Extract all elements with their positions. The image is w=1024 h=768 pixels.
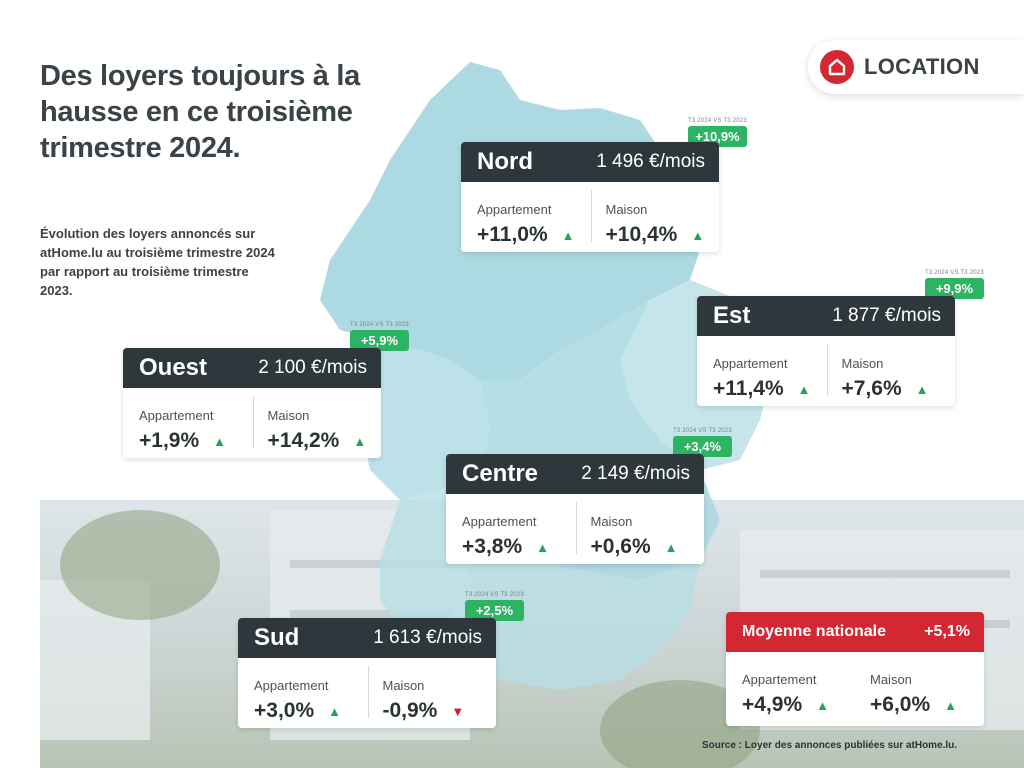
trend-up-icon: ▲ — [915, 381, 929, 397]
house-value: +6,0% — [870, 693, 931, 716]
yoy-centre: T3 2024 VS T3 2023 +3,4% — [673, 428, 732, 457]
page-title: Des loyers toujours à la hausse en ce tr… — [40, 60, 360, 164]
yoy-value: +5,9% — [350, 330, 409, 351]
house-label: Maison — [841, 356, 884, 371]
trend-up-icon: ▲ — [664, 539, 678, 555]
house-value: -0,9% — [382, 699, 438, 722]
yoy-value: +3,4% — [673, 436, 732, 457]
region-name: Ouest — [139, 354, 208, 381]
region-name: Est — [713, 302, 751, 329]
house-icon — [820, 50, 854, 84]
region-price: 2 100 €/mois — [258, 357, 367, 378]
trend-up-icon: ▲ — [353, 433, 367, 449]
house-label: Maison — [605, 202, 648, 217]
apartment-value: +11,4% — [713, 377, 784, 400]
card-ouest: Ouest 2 100 €/mois Appartement +1,9% ▲ Mais… — [123, 348, 381, 458]
house-value: +14,2% — [267, 429, 340, 452]
trend-up-icon: ▲ — [328, 703, 342, 719]
house-value: +0,6% — [590, 535, 651, 558]
region-name: Nord — [477, 148, 533, 175]
region-price: 2 149 €/mois — [581, 463, 690, 484]
house-label: Maison — [382, 678, 425, 693]
location-badge: LOCATION — [808, 40, 1024, 94]
apartment-value: +11,0% — [477, 223, 548, 246]
region-price: 1 496 €/mois — [596, 151, 705, 172]
yoy-nord: T3 2024 VS T3 2023 +10,9% — [688, 118, 747, 147]
card-nord: Nord 1 496 €/mois Appartement +11,0% ▲ Mais… — [461, 142, 719, 252]
trend-down-icon: ▼ — [451, 703, 465, 719]
apartment-value: +1,9% — [139, 429, 200, 452]
yoy-caption: T3 2024 VS T3 2023 — [688, 118, 747, 124]
apartment-label: Appartement — [713, 356, 788, 371]
apartment-label: Appartement — [139, 408, 214, 423]
trend-up-icon: ▲ — [213, 433, 227, 449]
yoy-value: +10,9% — [688, 126, 747, 147]
source-note: Source : Loyer des annonces publiées sur… — [702, 740, 958, 751]
region-price: 1 613 €/mois — [373, 627, 482, 648]
card-centre: Centre 2 149 €/mois Appartement +3,8% ▲ Mai… — [446, 454, 704, 564]
apartment-value: +3,0% — [254, 699, 315, 722]
apartment-value: +3,8% — [462, 535, 523, 558]
location-label: LOCATION — [864, 54, 980, 79]
trend-up-icon: ▲ — [944, 697, 958, 713]
yoy-caption: T3 2024 VS T3 2023 — [465, 592, 524, 598]
trend-up-icon: ▲ — [816, 697, 830, 713]
region-name: Sud — [254, 624, 300, 651]
apartment-label: Appartement — [477, 202, 552, 217]
house-label: Maison — [267, 408, 310, 423]
apartment-label: Appartement — [462, 514, 537, 529]
house-label: Maison — [590, 514, 633, 529]
national-title: Moyenne nationale — [742, 623, 887, 640]
page-subtitle: Évolution des loyers annoncés sur atHome… — [40, 226, 275, 298]
yoy-caption: T3 2024 VS T3 2023 — [673, 428, 732, 434]
trend-up-icon: ▲ — [536, 539, 550, 555]
apartment-label: Appartement — [254, 678, 329, 693]
card-sud: Sud 1 613 €/mois Appartement +3,0% ▲ Maison… — [238, 618, 496, 728]
house-value: +10,4% — [605, 223, 678, 246]
card-est: Est 1 877 €/mois Appartement +11,4% ▲ Maiso… — [697, 296, 955, 406]
card-national-average: Moyenne nationale +5,1% Appartement +4,9% ▲… — [726, 612, 984, 726]
national-value: +5,1% — [924, 623, 970, 640]
yoy-value: +9,9% — [925, 278, 984, 299]
region-price: 1 877 €/mois — [832, 305, 941, 326]
apartment-label: Appartement — [742, 672, 817, 687]
yoy-caption: T3 2024 VS T3 2023 — [350, 322, 409, 328]
yoy-caption: T3 2024 VS T3 2023 — [925, 270, 984, 276]
trend-up-icon: ▲ — [691, 227, 705, 243]
region-name: Centre — [462, 460, 539, 487]
yoy-ouest: T3 2024 VS T3 2023 +5,9% — [350, 322, 409, 351]
yoy-sud: T3 2024 VS T3 2023 +2,5% — [465, 592, 524, 621]
apartment-value: +4,9% — [742, 693, 803, 716]
yoy-value: +2,5% — [465, 600, 524, 621]
trend-up-icon: ▲ — [561, 227, 575, 243]
trend-up-icon: ▲ — [797, 381, 811, 397]
house-label: Maison — [870, 672, 912, 687]
house-value: +7,6% — [841, 377, 902, 400]
yoy-est: T3 2024 VS T3 2023 +9,9% — [925, 270, 984, 299]
